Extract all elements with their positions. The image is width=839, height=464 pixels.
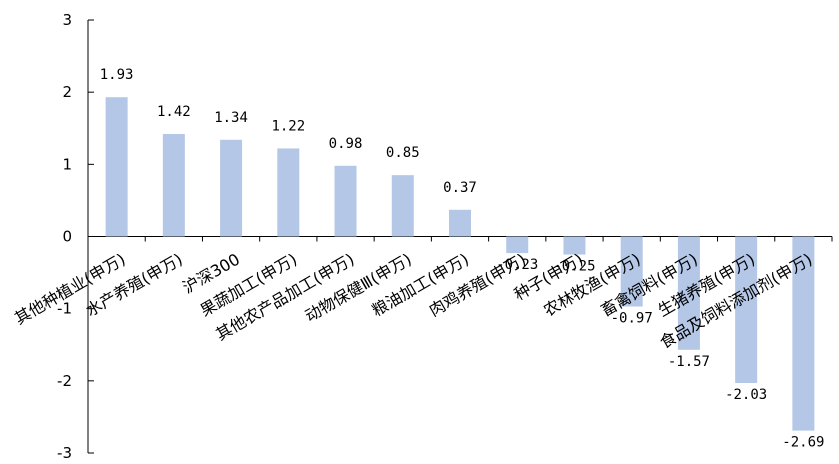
bar	[449, 209, 471, 237]
value-label: -0.23	[496, 257, 538, 273]
value-label: 1.34	[214, 110, 248, 126]
chart-bars	[105, 97, 815, 431]
bar	[620, 236, 643, 307]
bar	[105, 97, 128, 237]
bar	[506, 236, 529, 254]
value-label: 1.22	[271, 118, 305, 134]
value-label: -0.25	[553, 259, 595, 275]
y-tick-label: -2	[57, 372, 72, 390]
value-label: 1.93	[100, 67, 134, 83]
y-tick-label: 1	[62, 155, 72, 173]
value-label: -2.69	[782, 435, 824, 451]
bar	[391, 175, 414, 237]
y-tick-label: 2	[62, 83, 72, 101]
category-label: 粮油加工(申万)	[369, 250, 472, 321]
value-label: -0.97	[611, 311, 653, 327]
category-label: 肉鸡养殖(申万)	[426, 250, 529, 321]
y-tick-label: 3	[62, 11, 72, 29]
bar	[563, 236, 586, 255]
bar	[220, 139, 243, 237]
value-label: 0.98	[329, 136, 363, 152]
value-label: -1.57	[668, 354, 710, 370]
value-label: 0.37	[443, 180, 477, 196]
bar	[735, 236, 758, 383]
y-tick-label: -1	[57, 300, 72, 318]
bar	[334, 165, 357, 237]
bar	[162, 134, 185, 237]
y-tick-label: 0	[62, 228, 72, 246]
value-label: 1.42	[157, 104, 191, 120]
bar	[677, 236, 700, 350]
bar	[277, 148, 300, 237]
category-label: 水产养殖(申万)	[82, 250, 185, 321]
y-tick-label: -3	[57, 444, 72, 462]
value-label: -2.03	[725, 387, 767, 403]
value-label: 0.85	[386, 145, 420, 161]
bar	[792, 236, 815, 431]
chart-value-labels: 1.93 1.42 1.34 1.22 0.98 0.85 0.37 -0.23 -0.25 -0…	[100, 67, 825, 450]
